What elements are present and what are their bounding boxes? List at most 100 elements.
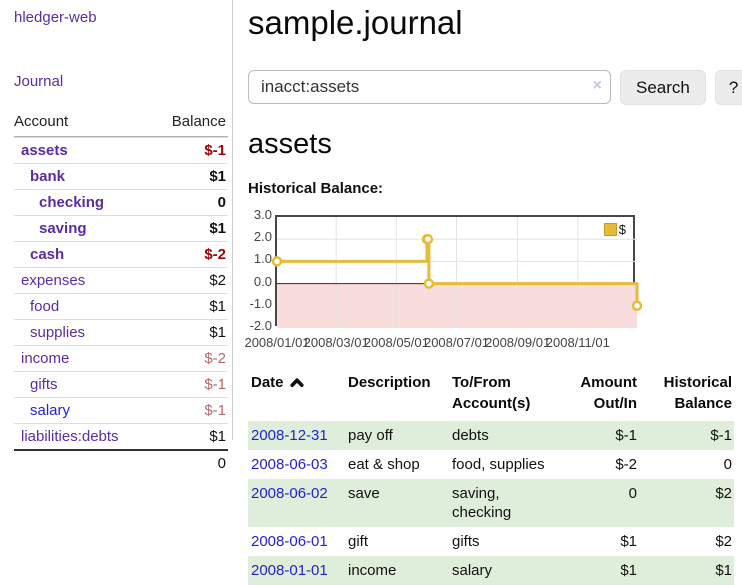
transaction-description: pay off [348,427,393,444]
account-row-bank: bank $1 [14,163,228,189]
x-tick-label: 2008/07/01 [423,335,490,350]
x-tick-label: 2008/03/01 [303,335,369,350]
table-row: 2008-01-01 income salary $1 $1 [248,556,734,585]
table-row: 2008-06-02 save saving, checking 0 $2 [248,479,734,527]
search-input[interactable] [248,70,611,104]
clear-search-icon[interactable]: × [592,77,602,94]
register-table: Date Description To/From Account(s) Amou… [248,370,734,585]
app-title-link[interactable]: hledger-web [14,9,97,26]
sidebar-item-journal[interactable]: Journal [14,73,64,90]
transaction-balance: $-1 [710,427,732,444]
x-tick-label: 2008/01/01 [244,335,310,350]
account-balance: $-2 [204,350,226,367]
account-balance: $2 [209,272,226,289]
header-description: Description [348,374,431,391]
account-balance: $1 [209,428,226,445]
account-balance: $-2 [204,246,226,263]
account-row-saving: saving $1 [14,215,228,241]
transaction-amount: $-1 [615,427,637,444]
account-row-income: income $-2 [14,345,228,371]
account-link-gifts[interactable]: gifts [30,376,58,393]
transaction-description: income [348,562,397,579]
transaction-date-link[interactable]: 2008-06-03 [251,456,328,473]
search-bar: × Search ? [248,70,742,105]
transaction-balance: $2 [715,485,732,502]
transaction-accounts: gifts [452,533,480,550]
transaction-date-link[interactable]: 2008-01-01 [251,562,328,579]
chart-heading: Historical Balance: [248,180,384,197]
account-balance: $1 [209,168,226,185]
account-row-food: food $1 [14,293,228,319]
account-balance: $-1 [204,402,226,419]
x-tick-label: 2008/05/01 [363,335,429,350]
main-content: sample.journal × Search ? assets Histori… [233,0,742,585]
y-tick-label: -2.0 [249,318,272,333]
transaction-date-link[interactable]: 2008-06-02 [251,485,328,502]
account-link-bank[interactable]: bank [30,168,66,185]
table-row: 2008-06-03 eat & shop food, supplies $-2… [248,450,734,479]
account-link-checking[interactable]: checking [39,194,105,211]
header-date-label: Date [251,374,284,391]
header-date[interactable]: Date [248,370,345,421]
transaction-amount: $1 [620,562,637,579]
transaction-amount: $-2 [615,456,637,473]
x-tick-label: 2008/11/01 [545,335,610,350]
transaction-date-link[interactable]: 2008-06-01 [251,533,328,550]
transaction-description: save [348,485,380,502]
y-tick-label: 0.0 [253,273,272,289]
accounts-total: 0 [14,449,228,472]
account-row-expenses: expenses $2 [14,267,228,293]
header-accounts: To/From Account(s) [452,374,531,412]
y-tick-label: 2.0 [253,229,272,245]
transaction-balance: $1 [715,562,732,579]
help-button[interactable]: ? [714,70,742,105]
y-tick-label: 1.0 [253,251,272,267]
account-row-salary: salary $-1 [14,397,228,423]
table-row: 2008-06-01 gift gifts $1 $2 [248,527,734,556]
accounts-table-header: Account Balance [14,113,228,137]
sidebar: hledger-web Journal Account Balance asse… [0,0,233,472]
account-row-gifts: gifts $-1 [14,371,228,397]
account-row-cash: cash $-2 [14,241,228,267]
chart-plot: $ [271,215,643,328]
account-link-food[interactable]: food [30,298,60,315]
y-tick-label: 3.0 [253,207,272,222]
transaction-description: gift [348,533,369,550]
transaction-balance: 0 [723,456,732,473]
table-row: 2008-12-31 pay off debts $-1 $-1 [248,421,734,450]
account-row-supplies: supplies $1 [14,319,228,345]
historical-balance-chart: 3.0 2.0 1.0 0.0 -1.0 -2.0 $ 2008/01/01 2008/03… [244,202,742,354]
accounts-header-account: Account [14,113,69,130]
transaction-date-link[interactable]: 2008-12-31 [251,427,328,444]
account-link-income[interactable]: income [21,350,70,367]
x-tick-label: 2008/09/01 [485,335,551,350]
accounts-header-balance: Balance [171,113,226,130]
accounts-table: Account Balance assets $-1 bank $1 check… [14,113,228,472]
account-link-saving[interactable]: saving [39,220,87,237]
transaction-accounts: food, supplies [452,456,545,473]
transaction-accounts: salary [452,562,493,579]
account-link-salary[interactable]: salary [30,402,71,419]
sort-ascending-icon [289,373,304,394]
account-link-supplies[interactable]: supplies [30,324,86,341]
legend-label: $ [618,222,626,237]
account-balance: $-1 [204,142,226,159]
chart-legend: $ [601,221,628,238]
y-tick-label: -1.0 [249,295,272,311]
page-title: sample.journal [248,4,463,41]
account-balance: 0 [217,194,226,211]
account-link-assets[interactable]: assets [21,142,68,159]
account-balance: $-1 [204,376,226,393]
account-link-expenses[interactable]: expenses [21,272,86,289]
account-link-liabilities-debts[interactable]: liabilities:debts [21,428,119,445]
account-balance: $1 [209,298,226,315]
account-link-cash[interactable]: cash [30,246,65,263]
chart-canvas [271,217,643,328]
header-amount: Amount Out/In [580,374,637,412]
account-heading: assets [248,128,332,160]
transaction-accounts: debts [452,427,489,444]
account-balance: $1 [209,324,226,341]
search-button[interactable]: Search [620,70,706,105]
transaction-amount: $1 [620,533,637,550]
